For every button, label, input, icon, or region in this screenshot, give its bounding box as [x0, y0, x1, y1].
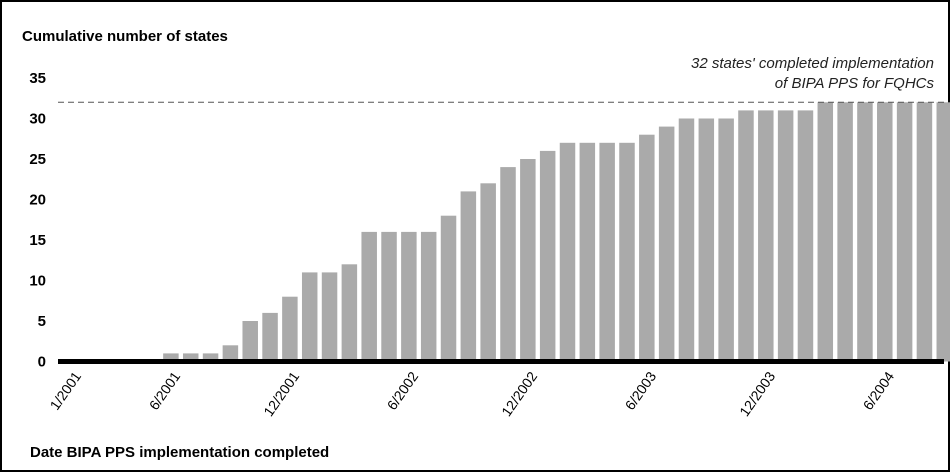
- bar: [460, 191, 477, 362]
- bar: [559, 142, 576, 362]
- bar: [341, 264, 358, 362]
- bar: [658, 126, 675, 362]
- bar: [242, 321, 258, 362]
- bar: [718, 118, 734, 362]
- bar: [182, 353, 199, 362]
- annotation-line-2: of BIPA PPS for FQHCs: [774, 75, 934, 92]
- x-tick-label: 6/2002: [384, 368, 422, 412]
- bar: [202, 353, 219, 362]
- x-tick-label: 6/2001: [146, 368, 184, 412]
- y-tick-label: 0: [38, 354, 46, 371]
- x-tick-label: 6/2003: [622, 368, 660, 412]
- bar: [797, 110, 814, 362]
- y-tick-label: 15: [29, 232, 46, 249]
- bar: [282, 296, 298, 362]
- y-tick-label: 20: [29, 192, 46, 209]
- bar: [857, 102, 873, 362]
- bar: [401, 231, 417, 362]
- bar: [579, 142, 596, 362]
- bar: [381, 231, 397, 362]
- bar: [440, 215, 457, 362]
- bar: [539, 150, 556, 362]
- bar: [599, 142, 615, 362]
- bar: [777, 110, 794, 362]
- bar: [301, 272, 318, 362]
- reference-annotation: 32 states' completed implementation of B…: [691, 54, 934, 94]
- bar: [222, 345, 239, 362]
- bar: [896, 102, 913, 362]
- bar: [520, 159, 536, 362]
- y-tick-label: 30: [29, 111, 46, 128]
- y-tick-label: 10: [29, 273, 46, 290]
- bar: [500, 167, 516, 362]
- bar: [163, 353, 179, 362]
- y-tick-label: 35: [29, 70, 46, 87]
- x-axis-title: Date BIPA PPS implementation completed: [30, 444, 330, 461]
- x-tick-label: 12/2003: [736, 368, 778, 419]
- bar: [480, 183, 496, 362]
- bar: [619, 142, 635, 362]
- x-tick-label: 12/2002: [498, 368, 540, 419]
- bar: [361, 231, 377, 362]
- x-tick-label: 1/2001: [47, 368, 85, 412]
- bar: [698, 118, 715, 362]
- annotation-line-1: 32 states' completed implementation: [691, 55, 934, 72]
- bar: [262, 312, 278, 362]
- x-tick-label: 6/2004: [860, 368, 898, 412]
- bar: [758, 110, 774, 362]
- y-tick-label: 25: [29, 151, 46, 168]
- bar: [877, 102, 893, 362]
- bar: [639, 134, 655, 362]
- bar: [837, 102, 853, 362]
- bar: [420, 231, 437, 362]
- bar: [678, 118, 695, 362]
- y-tick-label: 5: [38, 313, 46, 330]
- bar: [321, 272, 338, 362]
- bar: [916, 102, 933, 362]
- x-tick-label: 12/2001: [260, 368, 302, 419]
- bar: [738, 110, 754, 362]
- y-axis-title: Cumulative number of states: [22, 28, 228, 45]
- bar: [817, 102, 834, 362]
- bar: [936, 102, 950, 362]
